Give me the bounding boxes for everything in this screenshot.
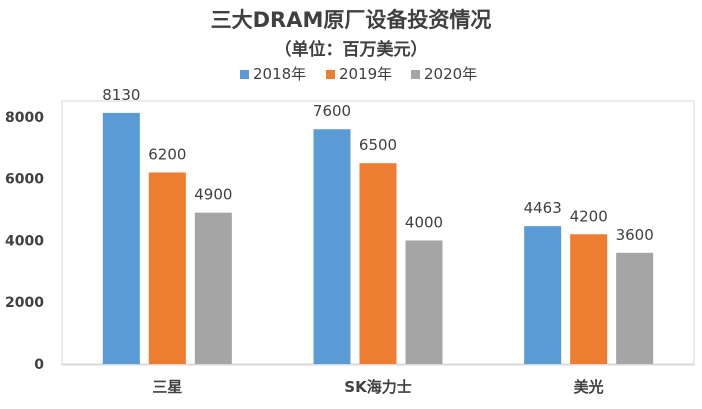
x-tick-label: 美光 xyxy=(574,378,604,396)
y-tick-label: 6000 xyxy=(5,172,44,188)
data-label: 6200 xyxy=(148,145,186,163)
data-label: 8130 xyxy=(102,86,140,104)
legend-label: 2020年 xyxy=(424,65,477,83)
chart-subtitle: （单位：百万美元） xyxy=(275,39,428,60)
bar xyxy=(102,112,140,364)
legend-swatch xyxy=(411,70,420,79)
x-tick-label: SK海力士 xyxy=(344,378,411,396)
x-axis: 三星 SK海力士 美光 xyxy=(152,378,603,396)
bar xyxy=(313,129,351,364)
data-label: 7600 xyxy=(313,102,351,120)
bar xyxy=(194,212,232,364)
y-tick-label: 2000 xyxy=(5,295,44,311)
bar xyxy=(405,240,443,364)
data-label: 4200 xyxy=(570,207,608,225)
data-label: 4900 xyxy=(194,186,232,204)
data-label: 3600 xyxy=(616,226,654,244)
bar xyxy=(524,226,562,364)
data-label: 6500 xyxy=(359,136,397,154)
legend-swatch xyxy=(326,70,335,79)
bar xyxy=(616,252,654,364)
legend-label: 2018年 xyxy=(253,65,306,83)
legend-swatch xyxy=(240,70,249,79)
data-label: 4463 xyxy=(524,199,562,217)
y-tick-label: 0 xyxy=(34,357,44,373)
y-tick-label: 8000 xyxy=(5,110,44,126)
bar xyxy=(359,163,397,364)
data-label: 4000 xyxy=(405,213,443,231)
chart-title: 三大DRAM原厂设备投资情况 xyxy=(211,8,492,32)
bar xyxy=(570,234,608,364)
x-tick-label: 三星 xyxy=(152,378,182,396)
bar xyxy=(148,172,186,364)
y-tick-label: 4000 xyxy=(5,233,44,249)
legend: 2018年 2019年 2020年 xyxy=(240,65,477,83)
bars: 8130 6200 4900 7600 6500 4000 4463 4200 3600 xyxy=(102,86,654,364)
legend-label: 2019年 xyxy=(339,65,392,83)
